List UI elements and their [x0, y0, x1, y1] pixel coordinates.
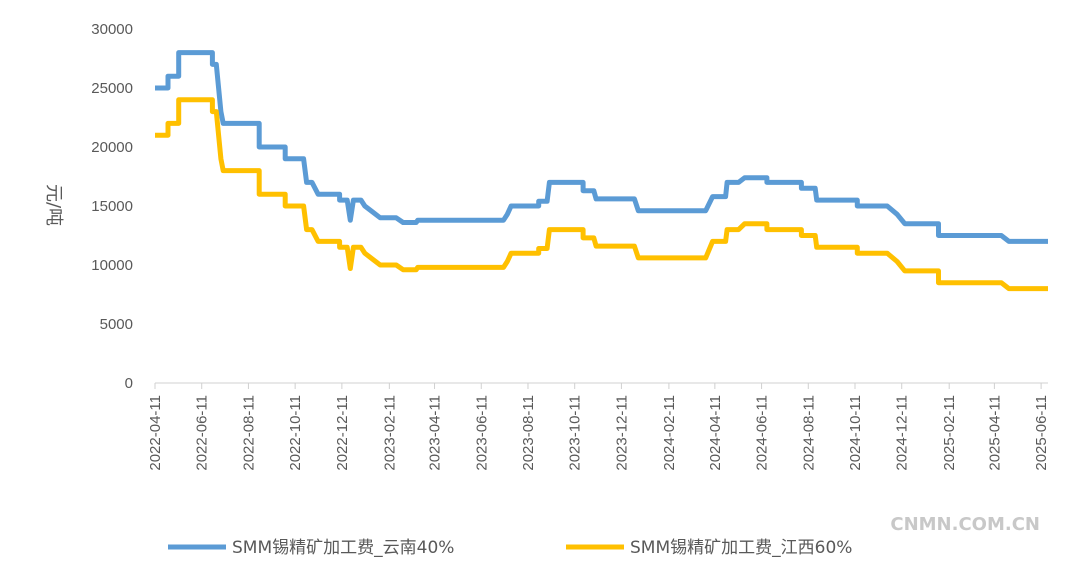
x-tick-label: 2023-04-11 — [427, 395, 444, 471]
x-tick-label: 2023-08-11 — [520, 395, 537, 471]
x-tick-label: 2024-10-11 — [847, 395, 864, 471]
x-tick-label: 2023-10-11 — [567, 395, 584, 471]
x-tick-label: 2024-04-11 — [707, 395, 724, 471]
series-line-2 — [155, 97, 1048, 292]
y-tick-label: 20000 — [91, 139, 133, 156]
y-axis-label: 元/吨 — [43, 184, 64, 226]
x-tick-label: 2024-12-11 — [894, 395, 911, 471]
x-axis: 2022-04-11 2022-06-11 2022-08-11 2022-10-11… — [147, 382, 1050, 471]
x-tick-label: 2022-10-11 — [287, 395, 304, 471]
x-tick-label: 2022-06-11 — [194, 395, 211, 471]
y-tick-label: 25000 — [91, 80, 133, 97]
x-tick-label: 2023-12-11 — [613, 395, 630, 471]
x-tick-label: 2024-02-11 — [661, 395, 678, 471]
legend-label-2: SMM锡精矿加工费_江西60% — [630, 538, 852, 558]
y-tick-label: 10000 — [91, 257, 133, 274]
legend-label-1: SMM锡精矿加工费_云南40% — [232, 538, 454, 558]
y-tick-label: 15000 — [91, 198, 133, 215]
series-lines — [155, 50, 1048, 292]
x-tick-label: 2022-04-11 — [147, 395, 164, 471]
x-tick-label: 2023-02-11 — [381, 395, 398, 471]
x-tick-label: 2025-02-11 — [941, 395, 958, 471]
x-tick-label: 2025-04-11 — [986, 395, 1003, 471]
series-line-1 — [155, 50, 1048, 244]
y-tick-label: 30000 — [91, 21, 133, 38]
watermark-text: CNMN.COM.CN — [890, 514, 1040, 535]
x-tick-label: 2022-12-11 — [334, 395, 351, 471]
y-axis: 0 5000 10000 15000 20000 25000 30000 — [91, 21, 133, 392]
x-tick-label: 2024-06-11 — [754, 395, 771, 471]
y-tick-label: 0 — [125, 375, 133, 392]
x-tick-label: 2023-06-11 — [473, 395, 490, 471]
x-tick-label: 2022-08-11 — [240, 395, 257, 471]
y-tick-label: 5000 — [100, 316, 133, 333]
x-tick-label: 2025-06-11 — [1033, 395, 1050, 471]
legend: SMM锡精矿加工费_云南40% SMM锡精矿加工费_江西60% — [168, 538, 852, 558]
x-tick-label: 2024-08-11 — [800, 395, 817, 471]
